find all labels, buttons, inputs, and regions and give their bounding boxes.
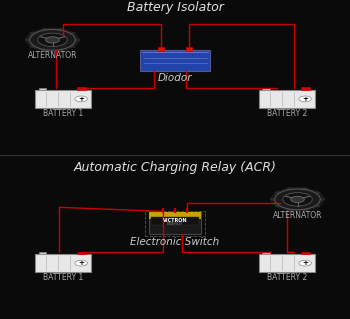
FancyBboxPatch shape [77,251,86,255]
FancyBboxPatch shape [38,252,46,255]
Circle shape [57,49,63,52]
Text: +: + [302,96,308,102]
Circle shape [38,33,67,47]
FancyBboxPatch shape [149,212,201,234]
FancyBboxPatch shape [35,90,91,108]
Text: BATTERY 2: BATTERY 2 [267,109,307,118]
Circle shape [275,189,320,210]
Text: +: + [78,96,84,102]
FancyBboxPatch shape [35,255,91,272]
Text: VICTRON: VICTRON [163,218,187,223]
Circle shape [29,32,36,35]
FancyBboxPatch shape [262,252,270,255]
Circle shape [270,198,276,201]
Circle shape [302,209,308,211]
FancyBboxPatch shape [150,217,200,225]
Circle shape [271,187,324,212]
FancyBboxPatch shape [259,90,315,108]
FancyBboxPatch shape [301,87,310,90]
Text: ENERGY: ENERGY [167,222,183,226]
FancyBboxPatch shape [262,88,270,90]
Circle shape [30,29,75,50]
Circle shape [74,39,80,41]
Circle shape [299,260,312,266]
FancyBboxPatch shape [301,251,310,255]
FancyBboxPatch shape [186,47,192,51]
Text: Diodor: Diodor [158,73,192,83]
FancyBboxPatch shape [158,47,164,51]
Circle shape [46,37,60,43]
Text: +: + [78,260,84,266]
Text: Automatic Charging Relay (ACR): Automatic Charging Relay (ACR) [74,161,276,174]
Text: BATTERY 2: BATTERY 2 [267,273,307,282]
Circle shape [26,28,79,52]
Circle shape [290,196,304,203]
Circle shape [274,191,281,194]
FancyBboxPatch shape [77,87,86,90]
Circle shape [25,39,31,41]
Circle shape [75,260,88,266]
Circle shape [319,198,325,201]
FancyBboxPatch shape [149,212,201,219]
Circle shape [302,187,308,190]
Circle shape [314,191,321,194]
Circle shape [29,45,36,48]
Circle shape [42,49,48,52]
Text: BATTERY 1: BATTERY 1 [43,273,83,282]
Circle shape [314,204,321,207]
Circle shape [42,28,48,31]
Text: BATTERY 1: BATTERY 1 [43,109,83,118]
Text: +: + [302,260,308,266]
Text: ALTERNATOR: ALTERNATOR [273,211,322,220]
Circle shape [69,45,76,48]
Circle shape [274,204,281,207]
Text: ALTERNATOR: ALTERNATOR [28,51,77,60]
Circle shape [283,193,312,206]
Circle shape [57,28,63,31]
Text: Battery Isolator: Battery Isolator [127,2,223,14]
Circle shape [75,96,88,102]
FancyBboxPatch shape [259,255,315,272]
FancyBboxPatch shape [140,50,210,71]
Circle shape [287,187,293,190]
FancyBboxPatch shape [38,88,46,90]
Circle shape [299,96,312,102]
Circle shape [69,32,76,35]
Circle shape [287,209,293,211]
Text: Electronic Switch: Electronic Switch [130,237,220,248]
